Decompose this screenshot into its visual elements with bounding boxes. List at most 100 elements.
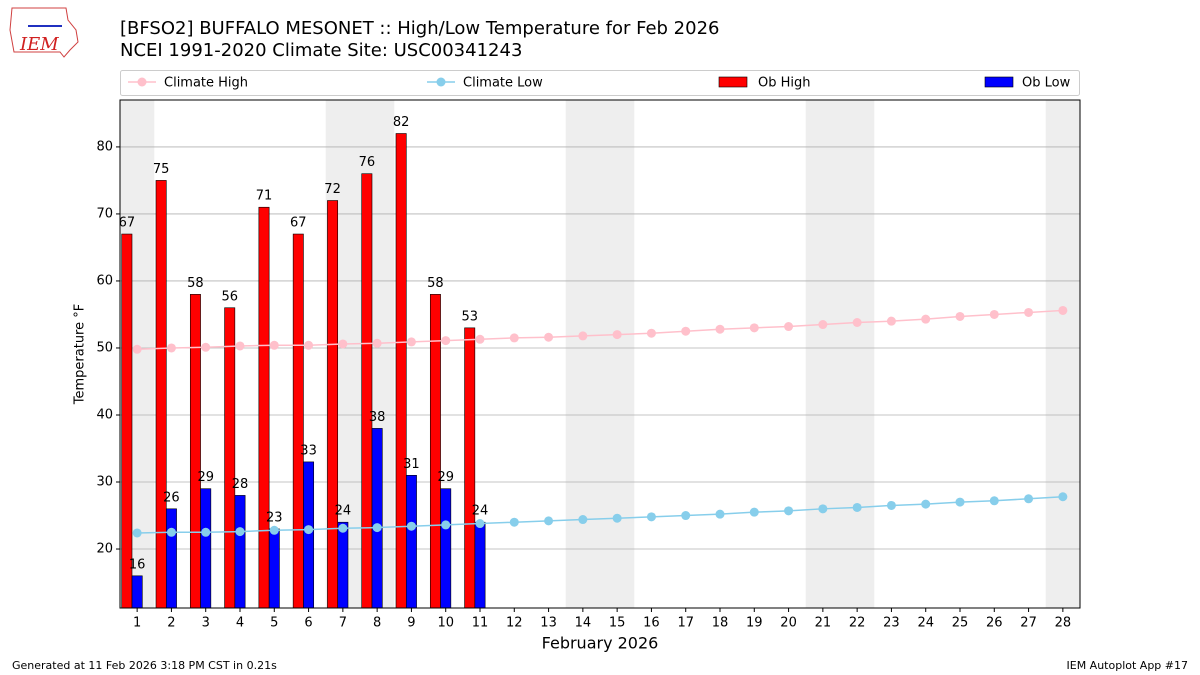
bar [165, 508, 177, 609]
bar [474, 521, 486, 609]
legend-swatch [718, 76, 748, 88]
data-label: 23 [266, 510, 283, 525]
bar [234, 495, 246, 609]
line-marker [886, 316, 896, 326]
data-label: 71 [256, 189, 273, 204]
legend-swatch [984, 76, 1014, 88]
line-marker [166, 343, 176, 353]
x-axis-label: February 2026 [542, 634, 659, 653]
data-label: 16 [129, 557, 146, 572]
y-tick-label: 60 [96, 273, 113, 288]
data-label: 24 [472, 504, 489, 519]
line-marker [544, 332, 554, 342]
data-label: 58 [187, 276, 204, 291]
line-marker [646, 512, 656, 522]
weekend-shade [565, 100, 600, 608]
line-marker [681, 326, 691, 336]
x-tick-label: 7 [339, 616, 347, 631]
bar [303, 461, 315, 609]
weekend-shade [1045, 100, 1080, 608]
x-tick-label: 27 [1020, 616, 1037, 631]
data-label: 53 [461, 309, 478, 324]
x-tick-label: 15 [609, 616, 626, 631]
line-marker [475, 334, 485, 344]
line-marker [544, 516, 554, 526]
x-tick-label: 3 [202, 616, 210, 631]
data-label: 56 [221, 289, 238, 304]
line-marker [921, 314, 931, 324]
line-marker [749, 507, 759, 517]
weekend-shade [840, 100, 875, 608]
line-marker [1058, 305, 1068, 315]
data-label: 38 [369, 410, 386, 425]
bar [405, 475, 417, 609]
x-tick-label: 9 [407, 616, 415, 631]
bar [337, 521, 349, 609]
bar [464, 327, 476, 609]
legend-box [120, 70, 1080, 96]
x-tick-label: 21 [815, 616, 832, 631]
data-label: 76 [359, 155, 376, 170]
line-marker [132, 344, 142, 354]
x-tick-label: 6 [304, 616, 312, 631]
line-marker [749, 323, 759, 333]
x-tick-label: 22 [849, 616, 866, 631]
bar [395, 133, 407, 609]
data-label: 67 [119, 216, 136, 231]
line-marker [955, 311, 965, 321]
bar [361, 173, 373, 609]
x-tick-label: 26 [986, 616, 1003, 631]
line-marker [886, 500, 896, 510]
line-marker [818, 320, 828, 330]
bar [258, 206, 270, 609]
weekend-shade [805, 100, 840, 608]
legend-label: Ob High [758, 76, 811, 91]
line-marker [441, 520, 451, 530]
legend-label: Ob Low [1022, 76, 1071, 91]
line-marker [681, 511, 691, 521]
data-label: 29 [197, 470, 214, 485]
legend-label: Climate Low [463, 76, 543, 91]
line-marker [989, 496, 999, 506]
x-tick-label: 5 [270, 616, 278, 631]
x-tick-label: 20 [780, 616, 797, 631]
x-tick-label: 2 [167, 616, 175, 631]
x-tick-label: 17 [677, 616, 694, 631]
y-axis-label: Temperature °F [73, 304, 88, 405]
data-label: 72 [324, 182, 341, 197]
line-marker [612, 513, 622, 523]
y-tick-label: 80 [96, 139, 113, 154]
x-tick-label: 19 [746, 616, 763, 631]
x-tick-label: 14 [575, 616, 592, 631]
line-marker [852, 318, 862, 328]
bar [268, 528, 280, 609]
footer-right: IEM Autoplot App #17 [1067, 659, 1189, 672]
line-marker [784, 506, 794, 516]
line-marker [269, 340, 279, 350]
legend-marker [137, 77, 147, 87]
chart-title: [BFSO2] BUFFALO MESONET :: High/Low Temp… [120, 18, 719, 39]
line-marker [1024, 307, 1034, 317]
line-marker [818, 504, 828, 514]
bar [224, 307, 236, 609]
line-marker [441, 336, 451, 346]
bar [121, 233, 133, 609]
x-tick-label: 23 [883, 616, 900, 631]
line-marker [509, 333, 519, 343]
line [137, 309, 1063, 351]
line-marker [646, 328, 656, 338]
line-marker [852, 502, 862, 512]
line-marker [784, 322, 794, 332]
bar [440, 488, 452, 609]
data-label: 67 [290, 216, 307, 231]
data-label: 26 [163, 490, 180, 505]
x-tick-label: 4 [236, 616, 244, 631]
line-marker [372, 523, 382, 533]
line-marker [1058, 492, 1068, 502]
data-label: 33 [300, 443, 317, 458]
chart-subtitle: NCEI 1991-2020 Climate Site: USC00341243 [120, 40, 522, 61]
line-marker [1024, 494, 1034, 504]
x-tick-label: 16 [643, 616, 660, 631]
x-tick-label: 24 [917, 616, 934, 631]
